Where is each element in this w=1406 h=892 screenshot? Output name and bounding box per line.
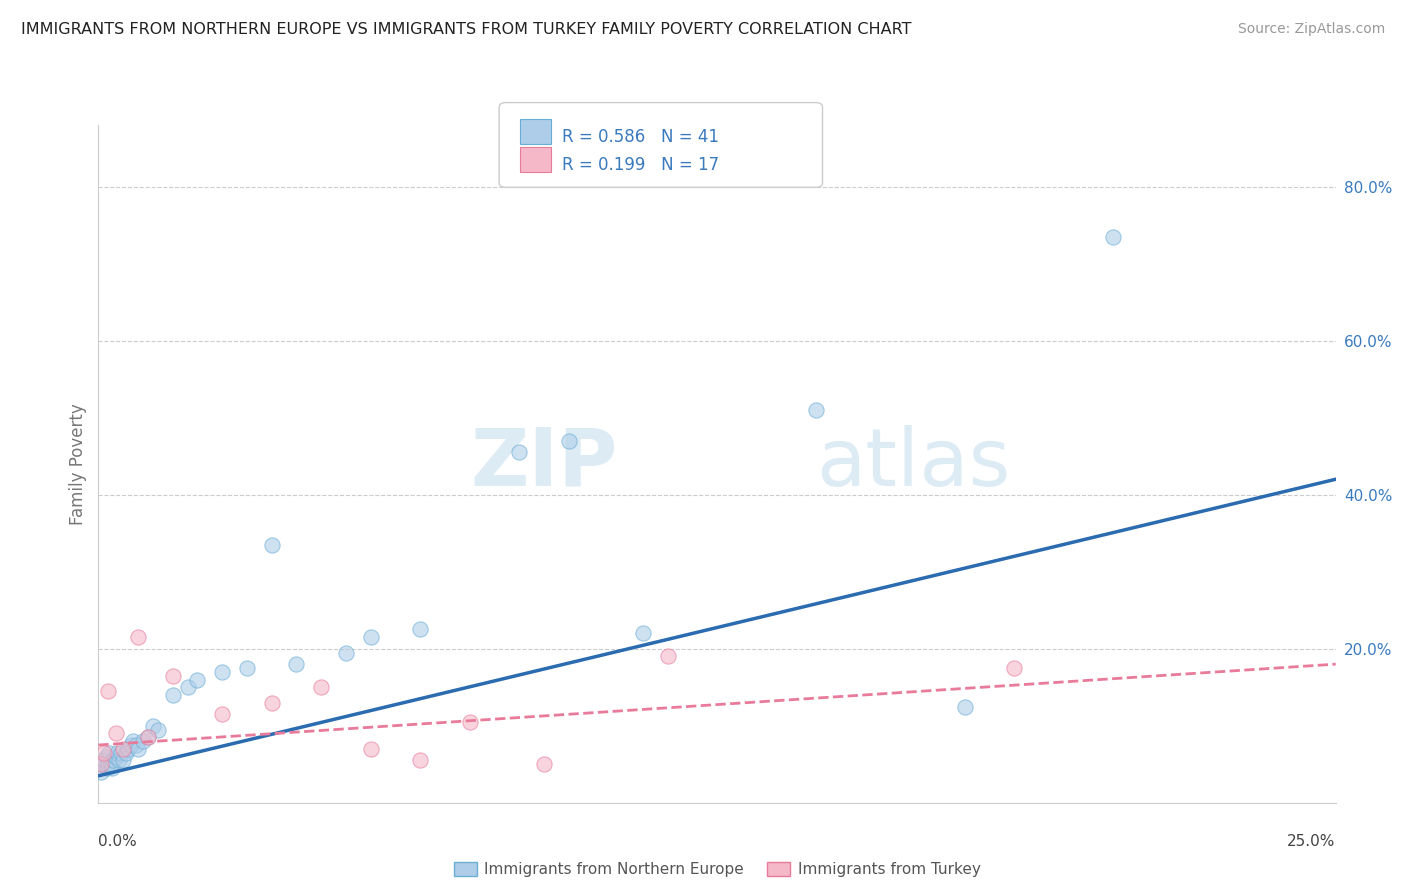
Point [97, 684, 120, 698]
Point [112, 742, 135, 756]
Point [93, 746, 115, 760]
Point [96, 761, 118, 775]
Point [124, 738, 146, 752]
Legend: Immigrants from Northern Europe, Immigrants from Turkey: Immigrants from Northern Europe, Immigra… [447, 856, 987, 883]
Point [114, 746, 136, 760]
Point [285, 657, 308, 672]
Point [557, 434, 579, 448]
Point [657, 649, 679, 664]
Point [90, 757, 112, 772]
Point [97, 757, 120, 772]
Point [127, 742, 149, 756]
Point [122, 734, 145, 748]
Text: IMMIGRANTS FROM NORTHERN EUROPE VS IMMIGRANTS FROM TURKEY FAMILY POVERTY CORRELA: IMMIGRANTS FROM NORTHERN EUROPE VS IMMIG… [21, 22, 911, 37]
Point [236, 661, 259, 675]
Point [98, 746, 121, 760]
Point [103, 753, 125, 767]
Point [162, 688, 184, 702]
Point [176, 680, 198, 694]
Point [136, 731, 159, 745]
Point [1102, 229, 1125, 244]
Point [211, 707, 233, 722]
Point [360, 742, 382, 756]
Point [508, 445, 530, 459]
Text: ZIP: ZIP [471, 425, 619, 503]
Point [953, 699, 976, 714]
Text: 25.0%: 25.0% [1288, 834, 1336, 849]
Point [1002, 661, 1025, 675]
Point [335, 646, 357, 660]
Text: R = 0.199   N = 17: R = 0.199 N = 17 [562, 156, 720, 174]
Point [260, 538, 283, 552]
Point [162, 669, 184, 683]
Point [117, 742, 139, 756]
Point [90, 764, 112, 779]
Point [100, 757, 122, 772]
Point [110, 746, 132, 760]
Point [631, 626, 654, 640]
Point [101, 761, 124, 775]
Point [409, 753, 432, 767]
Point [94, 749, 117, 764]
Point [533, 757, 555, 772]
Point [309, 680, 332, 694]
Point [409, 623, 432, 637]
Point [104, 726, 127, 740]
Point [108, 753, 131, 767]
Point [142, 719, 165, 733]
Point [105, 746, 128, 760]
Point [132, 734, 155, 748]
Text: Source: ZipAtlas.com: Source: ZipAtlas.com [1237, 22, 1385, 37]
Point [93, 753, 115, 767]
Point [136, 731, 159, 745]
Text: R = 0.586   N = 41: R = 0.586 N = 41 [562, 128, 720, 145]
Text: atlas: atlas [815, 425, 1011, 503]
Point [260, 696, 283, 710]
Point [127, 630, 149, 644]
Y-axis label: Family Poverty: Family Poverty [69, 403, 87, 524]
Point [458, 714, 481, 729]
Point [104, 749, 127, 764]
Point [360, 630, 382, 644]
Point [186, 673, 208, 687]
Point [146, 723, 169, 737]
Point [804, 403, 827, 417]
Point [112, 753, 135, 767]
Text: 0.0%: 0.0% [98, 834, 138, 849]
Point [211, 665, 233, 679]
Point [93, 757, 115, 772]
Point [120, 738, 142, 752]
